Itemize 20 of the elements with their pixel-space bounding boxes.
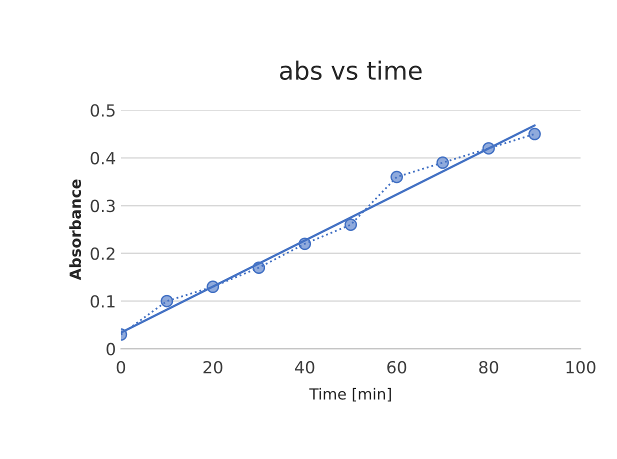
x-tick-label: 60 xyxy=(387,360,406,374)
x-tick-label: 80 xyxy=(479,360,498,374)
y-tick-label: 0.3 xyxy=(90,200,115,212)
point xyxy=(436,156,449,169)
x-tick-label: 0 xyxy=(116,360,126,374)
y-tick-label: 0 xyxy=(106,342,115,356)
y-axis-title: Absorbance xyxy=(69,180,82,280)
chart-title: abs vs time xyxy=(280,60,422,80)
point xyxy=(528,128,541,140)
y-tick-label: 0.4 xyxy=(90,152,116,164)
x-axis-title: Time [min] xyxy=(309,388,391,402)
point xyxy=(390,170,403,184)
x-tick-label: 40 xyxy=(295,360,314,374)
y-tick-label: 0.5 xyxy=(90,104,115,117)
point xyxy=(344,218,358,231)
y-tick-label: 0.2 xyxy=(90,247,114,260)
x-tick-label: 20 xyxy=(203,360,222,374)
x-tick-label: 100 xyxy=(566,360,596,374)
y-tick-label: 0.1 xyxy=(90,295,115,308)
point xyxy=(160,294,174,308)
